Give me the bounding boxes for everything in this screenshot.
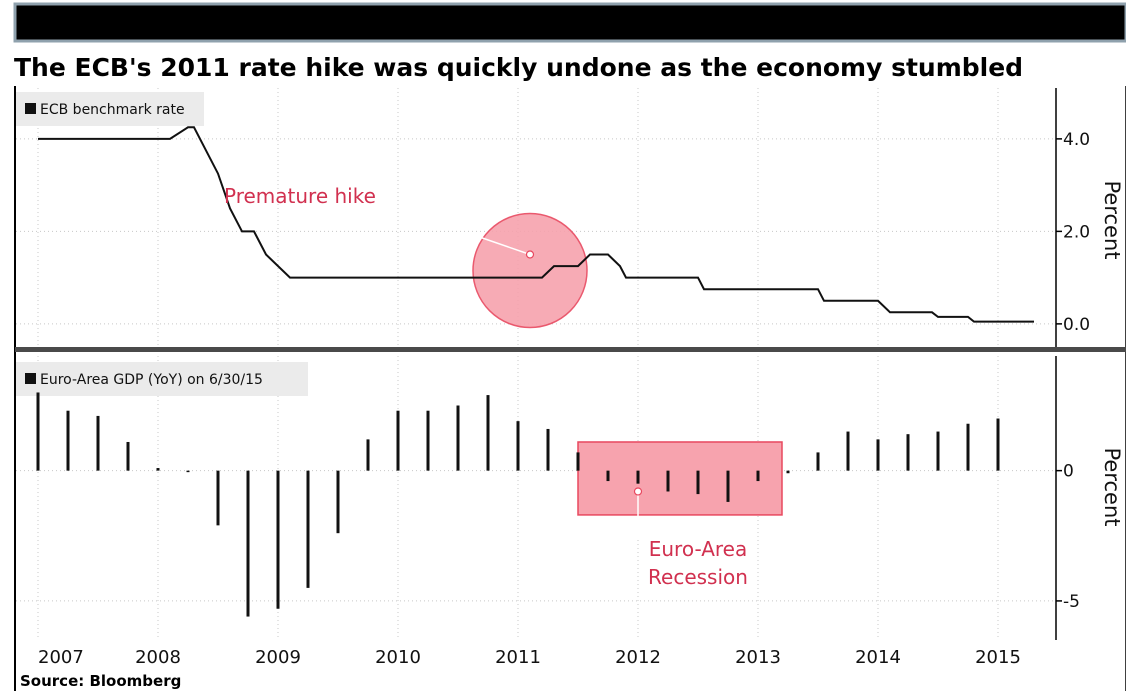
- legend-label: ECB benchmark rate: [40, 102, 185, 118]
- highlight-circle: [472, 212, 588, 329]
- gdp-bar: [336, 470, 340, 534]
- gdp-bar: [66, 410, 70, 471]
- rate-panel: 4.0 2.0 0.0 Percent ECB benchmark rate Premat…: [16, 88, 1124, 347]
- legend-swatch: [25, 373, 36, 384]
- annotation-premature-hike: Premature hike: [224, 184, 376, 208]
- series-line-ecb-rate: [38, 126, 1034, 323]
- gdp-bar: [666, 470, 670, 492]
- gdp-bar: [936, 431, 940, 471]
- gdp-bar: [816, 452, 820, 471]
- gdp-bar: [366, 439, 370, 471]
- x-tick-label: 2012: [615, 647, 661, 668]
- x-tick-label: 2015: [975, 647, 1021, 668]
- y-tick-label: 4.0: [1063, 130, 1090, 150]
- gdp-bar: [276, 470, 280, 609]
- x-tick-label: 2010: [375, 647, 421, 668]
- gdp-bar: [696, 470, 700, 495]
- gdp-bar: [786, 470, 790, 474]
- gdp-bar: [606, 470, 610, 482]
- gdp-bar: [426, 410, 430, 471]
- recession-highlight-box: [577, 441, 783, 516]
- gdp-bar: [246, 470, 250, 617]
- x-axis: 2007 2008 2009 2010 2011 2012 2013 2014 2015: [38, 647, 1021, 668]
- y-tick-label: 2.0: [1063, 222, 1090, 242]
- x-tick-label: 2011: [495, 647, 541, 668]
- gdp-bar: [216, 470, 220, 526]
- gdp-bar: [756, 470, 760, 482]
- header-bar: [13, 2, 1126, 43]
- legend-box: [16, 362, 308, 396]
- gdp-bar: [156, 468, 160, 471]
- x-tick-label: 2014: [855, 647, 901, 668]
- panel-divider: [15, 347, 1126, 352]
- gdp-bar: [876, 439, 880, 471]
- gdp-bar: [126, 441, 130, 471]
- gdp-bar: [456, 405, 460, 471]
- gdp-bar: [636, 470, 640, 484]
- gdp-bar: [96, 415, 100, 471]
- gdp-bar: [846, 431, 850, 471]
- y-tick-label: 0.0: [1063, 315, 1090, 335]
- gdp-bar: [546, 428, 550, 471]
- gdp-bar: [186, 470, 190, 473]
- annotation-recession-line: Recession: [648, 565, 748, 589]
- annotation-point: [525, 250, 535, 259]
- gdp-bar: [996, 418, 1000, 471]
- annotation-point: [633, 487, 643, 496]
- x-tick-label: 2008: [135, 647, 181, 668]
- gdp-bar: [516, 421, 520, 471]
- legend-swatch: [25, 103, 36, 114]
- gdp-bar: [306, 470, 310, 588]
- legend-box: [16, 92, 204, 126]
- y-axis-label: Percent: [1100, 180, 1124, 259]
- gdp-bar: [36, 392, 40, 471]
- gdp-bar: [576, 452, 580, 471]
- y-tick-label: -5: [1063, 592, 1080, 612]
- gdp-bar: [486, 395, 490, 471]
- gdp-panel: 0 -5 Percent Euro-Area GDP (YoY) on 6/30/15…: [16, 356, 1124, 640]
- annotation-leader: [477, 235, 531, 256]
- chart-title: The ECB's 2011 rate hike was quickly und…: [14, 53, 1023, 82]
- gdp-bar: [966, 423, 970, 471]
- annotation-recession-line: Euro-Area: [649, 537, 748, 561]
- x-tick-label: 2007: [38, 647, 84, 668]
- gdp-bar: [396, 410, 400, 471]
- y-tick-label: 0: [1063, 462, 1074, 482]
- gdp-bar: [906, 434, 910, 471]
- y-axis-label: Percent: [1100, 447, 1124, 526]
- x-tick-label: 2009: [255, 647, 301, 668]
- source-note: Source: Bloomberg: [20, 672, 181, 690]
- gdp-bar: [726, 470, 730, 502]
- legend-label: Euro-Area GDP (YoY) on 6/30/15: [40, 372, 263, 388]
- x-tick-label: 2013: [735, 647, 781, 668]
